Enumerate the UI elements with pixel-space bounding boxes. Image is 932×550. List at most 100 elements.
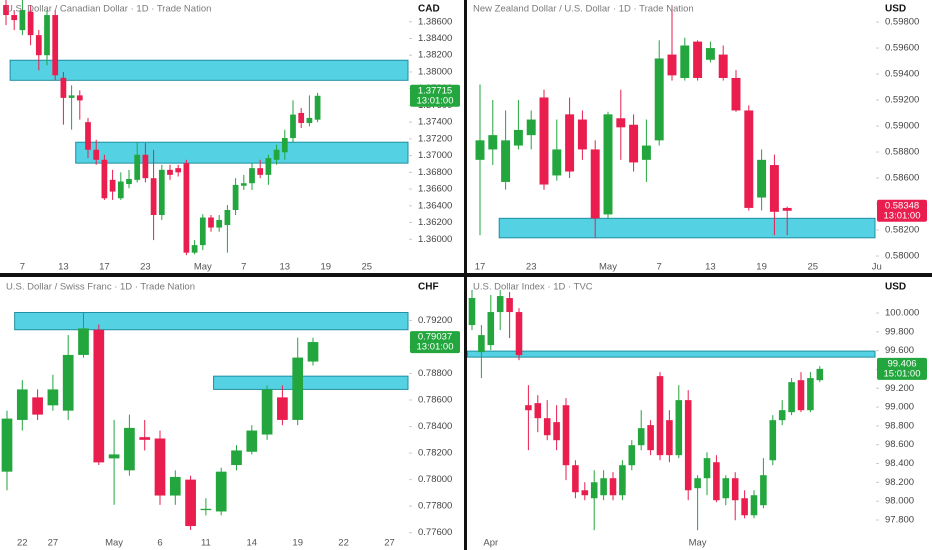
candle-body [167,169,173,175]
y-tick-label: 99.000 [885,402,914,413]
x-tick-label: 22 [17,538,28,549]
x-tick-label: 27 [48,538,59,549]
candle-body [628,445,636,466]
zone [9,59,409,81]
candle-body [281,138,288,153]
x-tick-label: May [194,262,212,273]
candle-body [600,478,607,496]
candle-body [60,77,67,98]
candle-body [496,296,504,313]
y-tick-label: 1.37000 [418,150,452,161]
candle-body [562,405,570,466]
candle-body [543,418,551,436]
zone [213,375,409,390]
y-tick-label: 0.58000 [885,251,919,262]
candle-body [757,159,767,198]
candle-body [277,397,288,420]
candle-body [183,163,190,253]
chart-title: New Zealand Dollar / U.S. Dollar · 1D · … [473,4,694,15]
currency-label: CHF [418,282,439,293]
candle-body [52,15,59,76]
candle-body [468,298,476,326]
candle-body [154,438,166,496]
currency-label: CAD [418,4,440,15]
y-tick-label: 0.59000 [885,121,919,132]
candle-body [199,217,206,246]
y-tick-label: 0.77600 [418,527,452,538]
candle-body [78,328,89,355]
candle-body [641,145,651,160]
currency-label: USD [885,282,906,293]
candle-body [35,35,42,56]
candle-body [257,168,264,175]
y-tick-label: 1.38000 [418,66,452,77]
y-tick-label: 98.800 [885,420,914,431]
candle-body [273,149,280,160]
y-tick-label: 0.59200 [885,95,919,106]
y-tick-label: 98.200 [885,477,914,488]
candle-body [731,77,741,111]
candle-body [741,498,748,516]
candle-body [722,478,730,499]
price-label-box [410,84,460,107]
candle-body [175,168,182,173]
x-tick-label: 19 [321,262,332,273]
candle-body [108,454,120,459]
y-tick-label: 99.800 [885,326,914,337]
y-tick-label: 0.58800 [885,147,919,158]
countdown: 13:01:00 [417,342,454,353]
y-tick-label: 1.36400 [418,200,452,211]
y-tick-label: 98.000 [885,496,914,507]
candle-body [478,335,485,353]
y-tick-label: 100.000 [885,308,919,319]
candle-body [680,45,690,78]
candle-body [246,430,258,452]
candle-body [216,220,223,228]
candle-body [68,95,75,98]
candle-body [718,54,728,78]
x-tick-label: 23 [140,262,151,273]
candle-body [565,114,575,172]
candle-body [185,479,196,527]
x-tick-label: 6 [157,538,162,549]
x-tick-label: 23 [526,262,537,273]
y-tick-label: 1.37400 [418,117,452,128]
candle-body [807,378,814,411]
candle-body [782,207,792,211]
candle-body [307,342,319,362]
candle-body [778,410,786,421]
price-label: 1.37715 [418,85,452,96]
divider-horizontal [0,273,932,277]
candle-body [705,48,715,60]
candle-body [11,15,18,21]
zone [14,311,409,331]
candle-body [232,184,239,210]
candle-body [731,478,739,501]
y-tick-label: 0.78800 [418,368,452,379]
candle-body [19,10,26,31]
candle-body [76,95,83,101]
price-label-box [877,199,927,222]
candle-body [577,119,587,150]
candle-body [609,478,617,496]
x-tick-label: Ju [872,262,882,273]
chart-title: U.S. Dollar / Canadian Dollar · 1D · Tra… [6,4,211,15]
candle-body [525,405,532,411]
y-tick-label: 0.59400 [885,69,919,80]
y-tick-label: 0.59800 [885,17,919,28]
candle-body [487,312,495,346]
candle-body [506,298,513,313]
countdown: 15:01:00 [884,368,921,379]
candle-body [797,380,805,411]
candle-body [703,458,711,479]
candle-body [788,382,795,413]
candle-body [117,181,124,199]
candle-body [654,58,664,141]
zone [75,141,409,164]
candle-body [44,15,50,56]
x-tick-label: 7 [657,262,662,273]
candle-body [134,154,141,180]
candle-body [93,329,105,463]
